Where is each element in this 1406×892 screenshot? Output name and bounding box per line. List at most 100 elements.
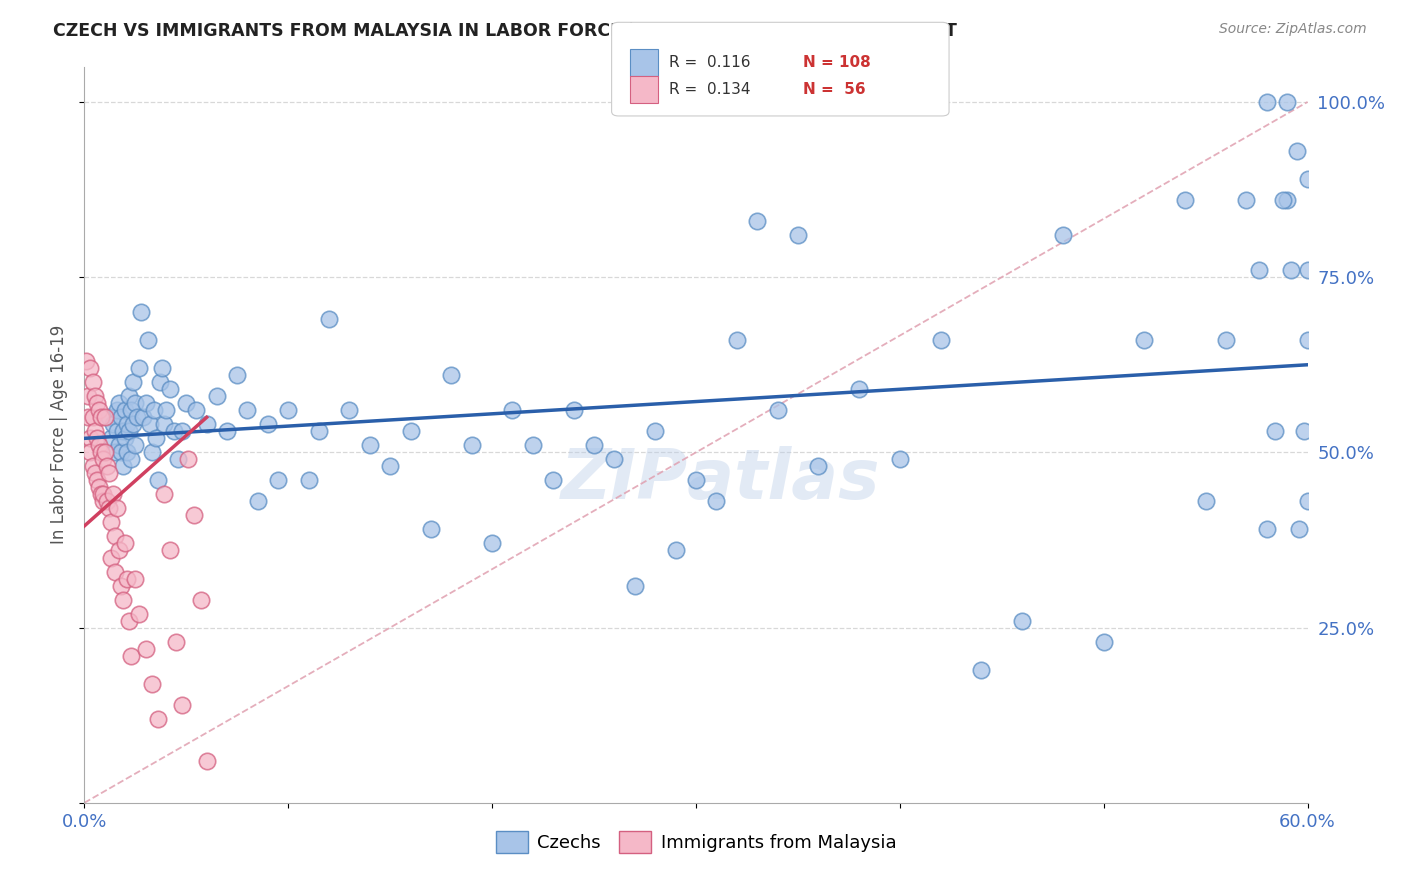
Point xyxy=(807,459,830,474)
Point xyxy=(167,452,190,467)
Point xyxy=(153,417,176,432)
Point xyxy=(118,614,141,628)
Point xyxy=(101,417,124,432)
Point xyxy=(120,403,142,417)
Point xyxy=(318,312,340,326)
Point xyxy=(101,487,124,501)
Point xyxy=(105,403,128,417)
Point xyxy=(267,474,290,488)
Point xyxy=(100,431,122,445)
Point xyxy=(124,396,146,410)
Point xyxy=(725,333,748,347)
Point xyxy=(114,431,136,445)
Point xyxy=(87,438,110,452)
Point xyxy=(91,494,114,508)
Point xyxy=(1292,425,1315,439)
Point xyxy=(122,376,145,390)
Point xyxy=(77,410,100,425)
Point xyxy=(128,361,150,376)
Point xyxy=(91,452,114,467)
Point xyxy=(79,445,101,459)
Text: N =  56: N = 56 xyxy=(803,82,866,96)
Point xyxy=(163,425,186,439)
Point xyxy=(257,417,280,432)
Point xyxy=(174,396,197,410)
Point xyxy=(86,396,108,410)
Point xyxy=(96,494,118,508)
Point xyxy=(83,467,105,481)
Point xyxy=(183,508,205,523)
Point xyxy=(583,438,606,452)
Point xyxy=(122,417,145,432)
Point xyxy=(100,550,122,565)
Point xyxy=(136,333,159,347)
Point xyxy=(93,445,115,459)
Point xyxy=(110,578,132,592)
Text: CZECH VS IMMIGRANTS FROM MALAYSIA IN LABOR FORCE | AGE 16-19 CORRELATION CHART: CZECH VS IMMIGRANTS FROM MALAYSIA IN LAB… xyxy=(53,22,957,40)
Point xyxy=(172,698,194,712)
Point xyxy=(172,425,194,439)
Point xyxy=(165,634,187,648)
Point xyxy=(190,592,212,607)
Point xyxy=(205,389,228,403)
Point xyxy=(1215,333,1237,347)
Point xyxy=(685,474,707,488)
Point xyxy=(159,543,181,558)
Point xyxy=(1272,193,1295,207)
Point xyxy=(118,389,141,403)
Point xyxy=(83,389,105,403)
Point xyxy=(135,641,157,656)
Point xyxy=(91,487,114,501)
Point xyxy=(82,459,104,474)
Point xyxy=(86,431,108,445)
Point xyxy=(1264,425,1286,439)
Point xyxy=(124,572,146,586)
Text: ZIP​atlas: ZIP​atlas xyxy=(561,445,880,513)
Point xyxy=(195,754,218,768)
Point xyxy=(120,452,142,467)
Point xyxy=(186,403,208,417)
Point xyxy=(308,425,330,439)
Point xyxy=(298,474,321,488)
Point xyxy=(77,389,100,403)
Text: R =  0.116: R = 0.116 xyxy=(669,55,751,70)
Point xyxy=(1052,228,1074,243)
Point xyxy=(131,305,153,319)
Point xyxy=(787,228,810,243)
Point xyxy=(848,382,870,396)
Point xyxy=(1133,333,1156,347)
Point xyxy=(108,396,131,410)
Point xyxy=(624,578,647,592)
Point xyxy=(1195,494,1218,508)
Point xyxy=(747,214,769,228)
Point xyxy=(889,452,911,467)
Point xyxy=(1256,95,1278,109)
Point xyxy=(79,361,101,376)
Point xyxy=(87,480,110,494)
Point xyxy=(706,494,728,508)
Point xyxy=(132,410,155,425)
Point xyxy=(1236,193,1258,207)
Point xyxy=(226,368,249,383)
Point xyxy=(1286,144,1309,158)
Point xyxy=(277,403,299,417)
Point xyxy=(461,438,484,452)
Point xyxy=(929,333,952,347)
Point xyxy=(1277,193,1299,207)
Point xyxy=(115,445,138,459)
Text: N = 108: N = 108 xyxy=(803,55,870,70)
Point xyxy=(1279,263,1302,277)
Point xyxy=(153,487,176,501)
Point xyxy=(93,410,115,425)
Point xyxy=(108,543,131,558)
Point xyxy=(112,425,135,439)
Legend: Czechs, Immigrants from Malaysia: Czechs, Immigrants from Malaysia xyxy=(488,823,904,860)
Point xyxy=(1296,333,1319,347)
Point xyxy=(97,501,120,516)
Point xyxy=(195,417,218,432)
Point xyxy=(83,425,105,439)
Point xyxy=(90,445,112,459)
Point xyxy=(246,494,269,508)
Point xyxy=(112,592,135,607)
Text: R =  0.134: R = 0.134 xyxy=(669,82,751,96)
